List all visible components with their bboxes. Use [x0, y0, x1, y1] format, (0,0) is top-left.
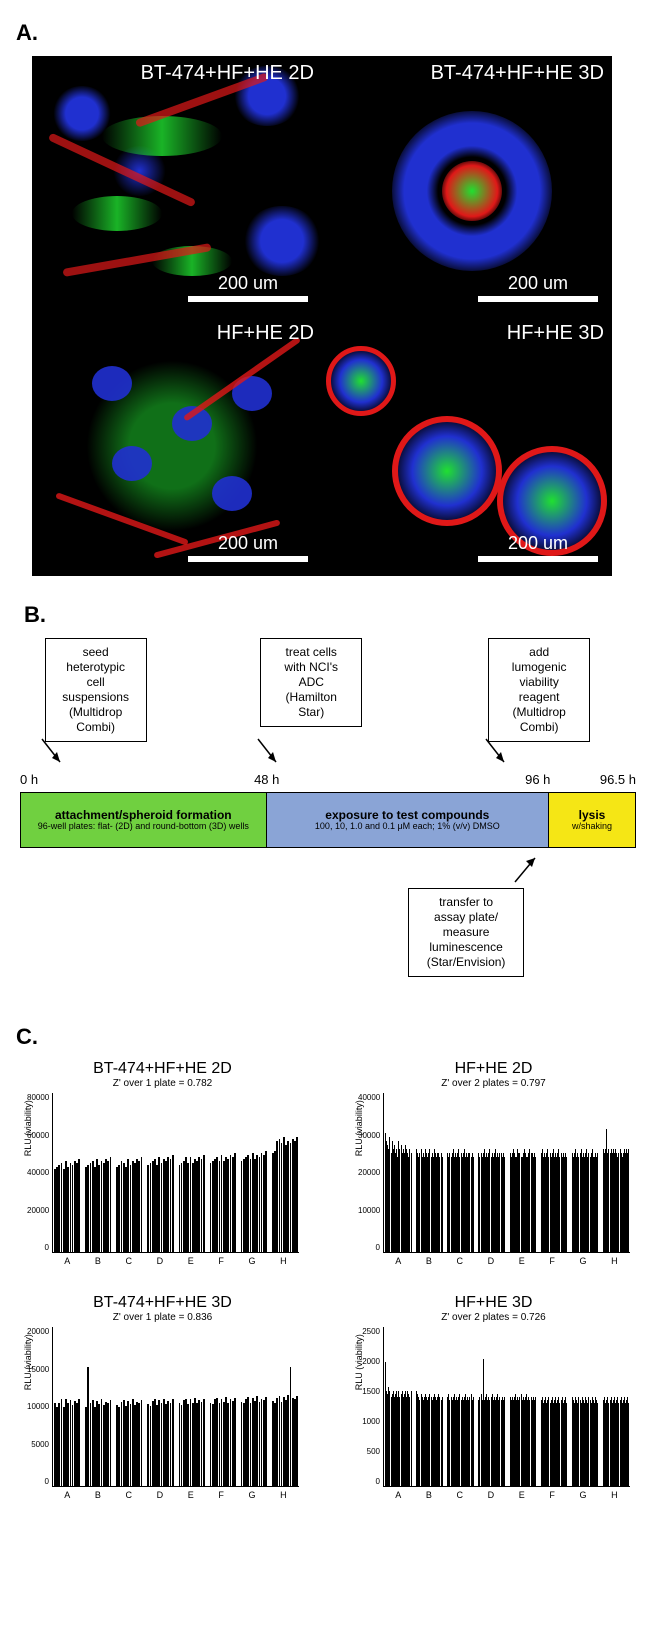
- bar: [628, 1149, 629, 1252]
- micrograph-top-right: BT-474+HF+HE 3D 200 um: [322, 56, 612, 316]
- chart-subtitle: Z' over 2 plates = 0.797: [351, 1078, 636, 1089]
- bar: [566, 1403, 567, 1486]
- x-axis-labels: ABCDEFGH: [52, 1253, 299, 1266]
- panel-c: C. BT-474+HF+HE 2DZ' over 1 plate = 0.78…: [12, 1024, 644, 1500]
- callouts-bottom-row: transfer toassay plate/measureluminescen…: [20, 848, 636, 998]
- bar: [234, 1398, 236, 1486]
- y-axis-label: RLU (viability): [354, 1334, 364, 1390]
- bars-container: [53, 1327, 299, 1486]
- arrow-up-icon: [507, 850, 547, 895]
- bar: [265, 1151, 267, 1252]
- time-label: 0 h: [20, 772, 38, 787]
- bar: [535, 1157, 536, 1252]
- bar: [411, 1391, 412, 1486]
- x-axis-labels: ABCDEFGH: [383, 1487, 630, 1500]
- chart-area: 25002000150010005000RLU (viability): [383, 1327, 630, 1487]
- bar: [265, 1397, 267, 1486]
- bar: [296, 1137, 298, 1252]
- time-label: 48 h: [254, 772, 279, 787]
- bar: [597, 1403, 598, 1486]
- bars-container: [53, 1093, 299, 1252]
- micrograph-bottom-right: HF+HE 3D 200 um: [322, 316, 612, 576]
- timeline-segment: lysisw/shaking: [549, 793, 635, 847]
- scale-bar: 200 um: [188, 273, 308, 302]
- callout-box: treat cellswith NCI'sADC(HamiltonStar): [260, 638, 362, 727]
- bar: [296, 1396, 298, 1486]
- bar-chart: BT-474+HF+HE 3DZ' over 1 plate = 0.836 20…: [20, 1294, 305, 1500]
- micrograph-title: BT-474+HF+HE 2D: [141, 62, 314, 85]
- chart-subtitle: Z' over 2 plates = 0.726: [351, 1312, 636, 1323]
- bar: [504, 1157, 505, 1252]
- scale-bar: 200 um: [478, 533, 598, 562]
- bar-chart: BT-474+HF+HE 2DZ' over 1 plate = 0.782 80…: [20, 1060, 305, 1266]
- chart-area: 400003000020000100000RLU (viability): [383, 1093, 630, 1253]
- chart-area: 20000150001000050000RLU (viability): [52, 1327, 299, 1487]
- panel-b-label: B.: [24, 602, 636, 628]
- micrograph-title: HF+HE 2D: [217, 322, 314, 345]
- chart-title: HF+HE 3D: [351, 1294, 636, 1312]
- micrograph-bottom-left: HF+HE 2D 200 um: [32, 316, 322, 576]
- x-axis-labels: ABCDEFGH: [52, 1487, 299, 1500]
- micrograph-grid: BT-474+HF+HE 2D 200 um BT-474+HF+HE 3D: [32, 56, 612, 576]
- panel-c-grid: BT-474+HF+HE 2DZ' over 1 plate = 0.782 80…: [12, 1060, 644, 1500]
- bar: [473, 1397, 474, 1486]
- time-label: 96 h: [525, 772, 550, 787]
- x-axis-labels: ABCDEFGH: [383, 1253, 630, 1266]
- chart-subtitle: Z' over 1 plate = 0.836: [20, 1312, 305, 1323]
- scale-bar: 200 um: [188, 533, 308, 562]
- timeline-segment: attachment/spheroid formation96-well pla…: [21, 793, 267, 847]
- bar: [535, 1397, 536, 1486]
- panel-a-label: A.: [16, 20, 644, 46]
- micrograph-top-left: BT-474+HF+HE 2D 200 um: [32, 56, 322, 316]
- callouts-top-row: seedheterotypiccellsuspensions(Multidrop…: [20, 638, 636, 768]
- chart-subtitle: Z' over 1 plate = 0.782: [20, 1078, 305, 1089]
- chart-area: 800006000040000200000RLU (viability): [52, 1093, 299, 1253]
- bar: [504, 1397, 505, 1486]
- callout-box: addlumogenicviabilityreagent(MultidropCo…: [488, 638, 590, 742]
- timeline-segment: exposure to test compounds100, 10, 1.0 a…: [267, 793, 549, 847]
- bar: [203, 1399, 205, 1486]
- time-label: 96.5 h: [600, 772, 636, 787]
- bar: [442, 1157, 443, 1252]
- scale-bar: 200 um: [478, 273, 598, 302]
- bars-container: [384, 1327, 630, 1486]
- bar: [78, 1399, 80, 1486]
- y-axis-label: RLU (viability): [23, 1100, 33, 1156]
- callout-box: transfer toassay plate/measureluminescen…: [408, 888, 524, 977]
- panel-c-label: C.: [16, 1024, 644, 1050]
- bar-chart: HF+HE 3DZ' over 2 plates = 0.726 25002000…: [351, 1294, 636, 1500]
- chart-title: BT-474+HF+HE 2D: [20, 1060, 305, 1078]
- y-axis-label: RLU (viability): [354, 1100, 364, 1156]
- panel-b: B. seedheterotypiccellsuspensions(Multid…: [20, 602, 636, 998]
- bar: [141, 1157, 143, 1252]
- bar-chart: HF+HE 2DZ' over 2 plates = 0.797 40000300…: [351, 1060, 636, 1266]
- callout-box: seedheterotypiccellsuspensions(Multidrop…: [45, 638, 147, 742]
- panel-a: A. BT-474+HF+HE 2D 200 um: [12, 20, 644, 576]
- bar: [172, 1399, 174, 1486]
- bar: [141, 1400, 143, 1486]
- bar: [234, 1153, 236, 1252]
- bar: [473, 1157, 474, 1252]
- bar: [628, 1403, 629, 1486]
- chart-title: HF+HE 2D: [351, 1060, 636, 1078]
- bars-container: [384, 1093, 630, 1252]
- bar: [597, 1153, 598, 1252]
- bar: [110, 1400, 112, 1486]
- micrograph-title: BT-474+HF+HE 3D: [431, 62, 604, 85]
- micrograph-title: HF+HE 3D: [507, 322, 604, 345]
- bar: [566, 1157, 567, 1252]
- y-axis-label: RLU (viability): [23, 1334, 33, 1390]
- bar: [203, 1155, 205, 1252]
- bar: [110, 1157, 112, 1252]
- bar: [78, 1159, 80, 1252]
- time-labels: 0 h 48 h 96 h 96.5 h: [20, 772, 636, 792]
- bar: [172, 1155, 174, 1252]
- chart-title: BT-474+HF+HE 3D: [20, 1294, 305, 1312]
- bar: [411, 1153, 412, 1252]
- bar: [442, 1397, 443, 1486]
- timeline-bar: attachment/spheroid formation96-well pla…: [20, 792, 636, 848]
